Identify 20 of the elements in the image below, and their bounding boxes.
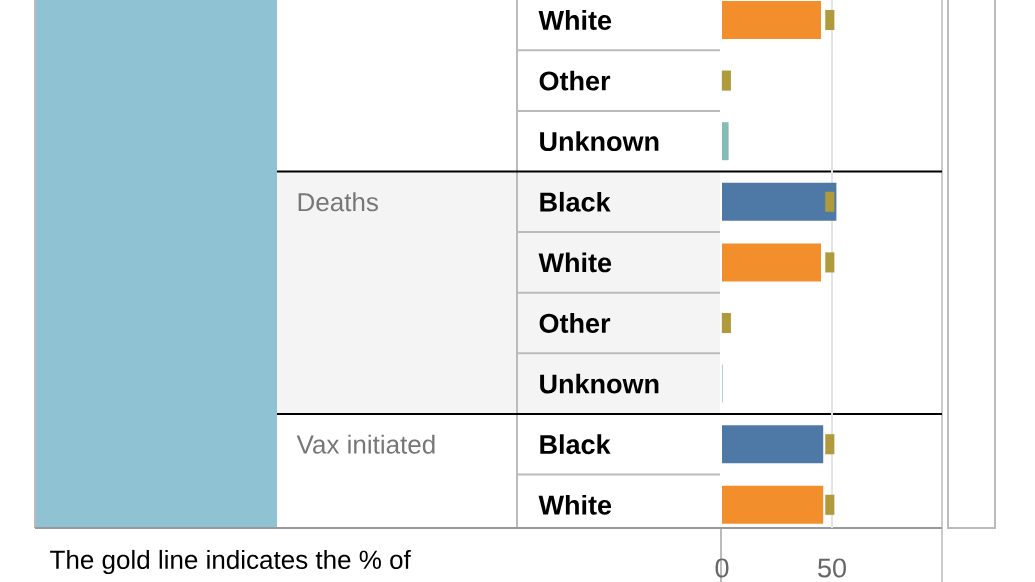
y-tick-label: Unknown bbox=[540, 373, 659, 394]
text: Deaths bbox=[298, 192, 378, 212]
x-tick-label: 50 bbox=[818, 558, 846, 578]
y-tick-label: White bbox=[538, 10, 612, 30]
x-tick-label: 0 bbox=[715, 558, 729, 578]
y-tick-label: Black bbox=[540, 434, 611, 455]
bar bbox=[722, 122, 729, 161]
bar bbox=[722, 243, 822, 282]
y-tick-label: White bbox=[538, 252, 612, 273]
y-tick-label: Other bbox=[539, 70, 611, 91]
y-tick-label: Black bbox=[540, 191, 611, 212]
bar bbox=[722, 182, 837, 221]
y-tick-label: White bbox=[538, 494, 612, 515]
y-tick-label: Unknown bbox=[540, 131, 659, 152]
bar bbox=[722, 485, 824, 524]
y-tick-label: Other bbox=[539, 313, 611, 333]
text: The gold line indicates the % of bbox=[50, 549, 411, 575]
text: Vax initiated bbox=[296, 434, 435, 454]
bar bbox=[722, 425, 824, 464]
bar bbox=[722, 1, 822, 39]
